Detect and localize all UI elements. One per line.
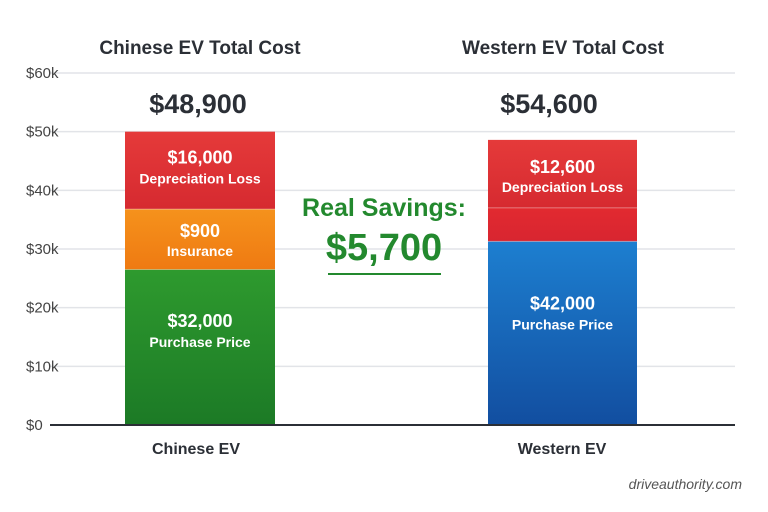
y-tick-label: $60k <box>26 65 59 82</box>
bar-segment <box>125 131 275 210</box>
y-tick-label: $50k <box>26 124 59 141</box>
y-tick-label: $30k <box>26 241 59 258</box>
y-tick-label: $40k <box>26 182 59 199</box>
x-label-western: Western EV <box>518 441 607 458</box>
x-label-chinese: Chinese EV <box>152 441 240 458</box>
bars: $32,000 Purchase Price $900 Insurance $16,00… <box>125 131 637 425</box>
segment-name-label: Depreciation Loss <box>502 179 624 195</box>
segment-value-label: $42,000 <box>530 293 595 313</box>
western-total: $54,600 <box>500 89 598 119</box>
chinese-total: $48,900 <box>149 89 247 119</box>
y-tick-label: $0 <box>26 417 43 434</box>
bar-segment <box>125 269 275 425</box>
savings-value: $5,700 <box>326 227 442 269</box>
bar-segment <box>488 241 637 425</box>
savings-label: Real Savings: <box>302 194 466 222</box>
segment-name-label: Insurance <box>167 243 233 259</box>
chinese-title: Chinese EV Total Cost <box>99 38 301 59</box>
segment-name-label: Purchase Price <box>149 334 250 350</box>
watermark: driveauthority.com <box>629 476 743 492</box>
bar-segment <box>125 209 275 270</box>
y-tick-label: $20k <box>26 300 59 317</box>
y-axis: $0 $10k $20k $30k $40k $50k $60k <box>26 65 59 434</box>
segment-value-label: $12,600 <box>530 157 595 177</box>
western-title: Western EV Total Cost <box>462 38 665 59</box>
y-tick-label: $10k <box>26 358 59 375</box>
segment-value-label: $16,000 <box>167 148 232 168</box>
bar-segment <box>488 207 637 242</box>
segment-name-label: Purchase Price <box>512 316 613 332</box>
segment-value-label: $900 <box>180 221 220 241</box>
bar-segment <box>488 139 637 208</box>
segment-name-label: Depreciation Loss <box>139 171 261 187</box>
segment-value-label: $32,000 <box>167 311 232 331</box>
